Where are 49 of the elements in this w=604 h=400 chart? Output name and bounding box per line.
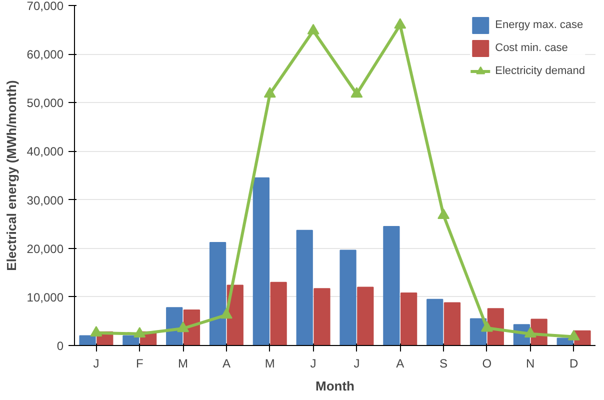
point bbox=[220, 308, 232, 319]
x-tick-label: J bbox=[93, 356, 100, 370]
bar bbox=[252, 177, 270, 346]
bar bbox=[444, 302, 461, 346]
x-axis-title: Month bbox=[316, 378, 355, 394]
bar bbox=[340, 250, 356, 346]
x-tick-label: J bbox=[354, 356, 360, 370]
bar bbox=[357, 286, 374, 346]
x-tick-label: D bbox=[569, 356, 578, 370]
bar bbox=[314, 288, 330, 346]
bar bbox=[426, 298, 444, 346]
x-tick-label: J bbox=[310, 356, 316, 370]
point bbox=[568, 330, 580, 340]
point bbox=[264, 87, 276, 98]
bar bbox=[383, 226, 400, 346]
x-tick-label: O bbox=[482, 356, 492, 370]
point bbox=[438, 208, 450, 220]
y-axis-title: Electrical energy (MWh/month) bbox=[4, 80, 19, 271]
point bbox=[480, 321, 493, 332]
y-tick-label: 20,000 bbox=[26, 242, 64, 256]
point bbox=[394, 18, 406, 29]
x-tick-label: S bbox=[440, 356, 448, 370]
y-tick-label: 70,000 bbox=[26, 0, 64, 13]
bar bbox=[270, 282, 287, 346]
x-tick-label: A bbox=[396, 356, 404, 370]
y-tick-label: 60,000 bbox=[26, 48, 64, 62]
point bbox=[350, 87, 363, 98]
x-tick-label: F bbox=[136, 356, 144, 370]
y-tick-label: 10,000 bbox=[26, 290, 64, 304]
legend-label: Energy max. case bbox=[495, 19, 584, 31]
point bbox=[307, 24, 320, 34]
x-tick-label: A bbox=[222, 356, 230, 370]
point bbox=[134, 326, 146, 338]
point bbox=[177, 322, 190, 332]
y-tick-label: 30,000 bbox=[26, 193, 64, 208]
point bbox=[90, 326, 102, 337]
bar bbox=[79, 335, 96, 346]
legend-label: Electricity demand bbox=[495, 65, 585, 77]
y-tick-label: 50,000 bbox=[26, 96, 64, 110]
x-tick-label: N bbox=[526, 356, 535, 370]
bar bbox=[209, 242, 226, 346]
x-tick-label: M bbox=[178, 356, 188, 370]
bar bbox=[400, 292, 418, 346]
legend-label: Cost min. case bbox=[495, 42, 568, 54]
x-tick-label: M bbox=[264, 356, 275, 370]
bar bbox=[296, 230, 313, 346]
y-tick-label: 40,000 bbox=[26, 144, 64, 159]
point bbox=[524, 326, 536, 338]
y-tick-label: 0 bbox=[56, 339, 64, 353]
